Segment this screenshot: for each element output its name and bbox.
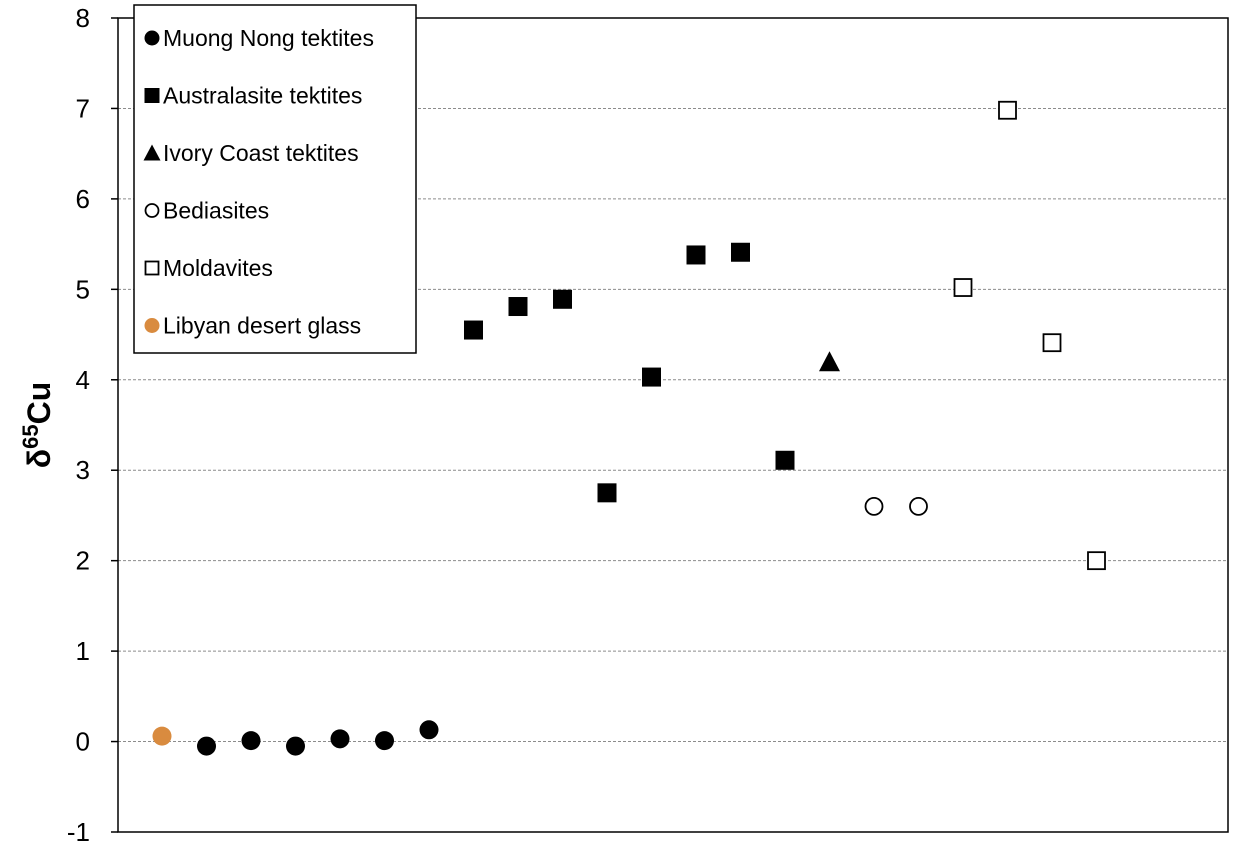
y-tick-label: 8 bbox=[76, 3, 90, 33]
data-point bbox=[731, 242, 750, 262]
data-point bbox=[775, 450, 795, 470]
legend: Muong Nong tektites Australasite tektites… bbox=[133, 4, 417, 354]
legend-entry-label: Bediasites bbox=[163, 198, 269, 224]
data-points bbox=[152, 100, 1106, 756]
y-tick-label: 6 bbox=[76, 184, 90, 214]
data-point bbox=[597, 483, 617, 503]
y-axis-label-base: δ bbox=[21, 449, 57, 468]
y-axis-ticks: -1 0 1 2 3 4 5 6 7 8 bbox=[67, 3, 118, 847]
y-tick-label: 1 bbox=[76, 636, 90, 666]
y-axis-label: δ65Cu bbox=[18, 382, 57, 469]
data-point bbox=[419, 720, 439, 740]
data-point bbox=[953, 278, 973, 297]
legend-entry-label: Libyan desert glass bbox=[163, 313, 361, 339]
plot-area-frame bbox=[117, 17, 1229, 833]
data-point bbox=[864, 496, 884, 516]
y-tick-label: 5 bbox=[76, 274, 90, 304]
y-axis-label-rest: Cu bbox=[21, 382, 57, 425]
y-tick-label: 4 bbox=[76, 365, 90, 395]
data-point bbox=[286, 736, 305, 756]
data-point bbox=[1042, 333, 1062, 353]
legend-marker bbox=[143, 144, 161, 161]
data-point bbox=[197, 736, 216, 756]
data-point bbox=[1087, 551, 1106, 571]
data-point bbox=[553, 289, 572, 309]
data-point bbox=[152, 726, 172, 746]
y-tick-label: -1 bbox=[67, 817, 90, 847]
legend-marker bbox=[144, 203, 160, 218]
y-tick-label: 7 bbox=[76, 93, 90, 123]
data-point bbox=[330, 729, 350, 749]
y-tick-label: 0 bbox=[76, 727, 90, 757]
y-axis-label-superscript: 65 bbox=[18, 424, 43, 448]
data-point bbox=[375, 731, 394, 751]
data-point bbox=[686, 245, 706, 265]
legend-marker bbox=[144, 88, 160, 103]
data-point bbox=[909, 496, 928, 516]
data-point bbox=[464, 320, 483, 340]
data-point bbox=[241, 731, 261, 751]
legend-entry-label: Muong Nong tektites bbox=[163, 25, 374, 51]
data-point bbox=[819, 351, 840, 372]
legend-box bbox=[133, 4, 417, 354]
data-point bbox=[642, 367, 661, 387]
legend-entry-label: Ivory Coast tektites bbox=[163, 140, 359, 166]
legend-marker bbox=[144, 30, 160, 46]
legend-entry-label: Australasite tektites bbox=[163, 83, 362, 109]
legend-marker bbox=[144, 318, 160, 333]
legend-entry-label: Moldavites bbox=[163, 255, 273, 281]
y-tick-label: 3 bbox=[76, 455, 90, 485]
legend-marker bbox=[144, 260, 160, 276]
data-point bbox=[998, 100, 1017, 120]
data-point bbox=[508, 297, 528, 317]
y-tick-label: 2 bbox=[76, 546, 90, 576]
